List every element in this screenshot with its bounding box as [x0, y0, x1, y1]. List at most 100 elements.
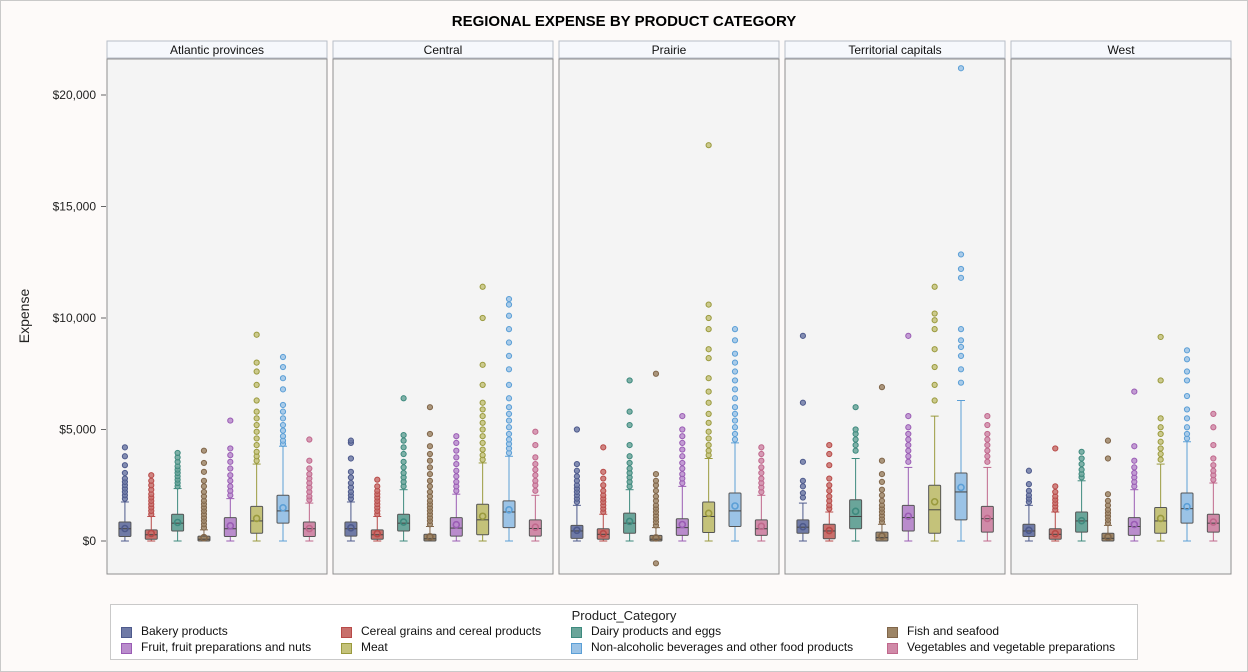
outlier-point [253, 359, 260, 366]
outlier-point [479, 314, 486, 322]
outlier-point [532, 442, 539, 449]
outlier-point [279, 408, 287, 415]
outlier-point [679, 413, 686, 420]
legend-swatch [887, 627, 898, 638]
outlier-point [705, 410, 712, 417]
outlier-point [453, 473, 460, 480]
outlier-point [799, 477, 807, 484]
mean-marker [704, 509, 713, 518]
legend-swatch [341, 643, 352, 654]
mean-marker [983, 514, 992, 523]
outlier-point [957, 326, 965, 333]
panel-header-label: West [1107, 43, 1135, 57]
box [250, 505, 264, 534]
outlier-point [1183, 415, 1191, 422]
outlier-point [148, 472, 155, 479]
outlier-point [652, 477, 660, 484]
outlier-point [279, 401, 287, 409]
outlier-point [400, 431, 407, 439]
outlier-point [121, 462, 129, 469]
outlier-point [453, 454, 460, 461]
outlier-point [626, 465, 633, 472]
mean-marker [147, 529, 156, 538]
chart-svg: Expense $0 $5,000 $10,000 $15,000 $20,000 Atla… [16, 40, 1232, 575]
mean-marker [599, 529, 608, 538]
outlier-point [1104, 455, 1112, 462]
mean-marker [121, 524, 129, 533]
outlier-point [852, 426, 859, 433]
mean-marker [426, 532, 434, 541]
outlier-point [957, 251, 965, 258]
box [276, 494, 290, 524]
outlier-point [253, 368, 260, 375]
panel-plot-area [558, 58, 780, 575]
outlier-point [731, 368, 739, 375]
mean-marker [757, 522, 766, 531]
outlier-point [984, 413, 991, 420]
y-tick-label: $15,000 [53, 200, 97, 214]
outlier-point [573, 460, 581, 468]
outlier-point [227, 458, 234, 465]
outlier-point [426, 483, 434, 490]
mean-marker [1104, 533, 1112, 541]
outlier-point [905, 453, 912, 460]
mean-marker [1025, 526, 1033, 535]
outlier-point [400, 437, 407, 444]
outlier-point [426, 457, 434, 464]
outlier-point [826, 442, 833, 449]
outlier-point [931, 310, 938, 317]
outlier-point [306, 457, 313, 464]
outlier-point [121, 475, 129, 482]
outlier-point [957, 379, 965, 386]
outlier-point [174, 449, 181, 457]
outlier-point [1183, 392, 1191, 400]
outlier-point [1025, 467, 1033, 474]
outlier-point [705, 346, 712, 353]
outlier-point [227, 452, 234, 459]
outlier-point [426, 471, 434, 478]
outlier-point [200, 468, 208, 475]
outlier-point [1078, 455, 1085, 462]
outlier-point [758, 464, 765, 471]
outlier-point [758, 475, 765, 482]
outlier-point [931, 283, 938, 290]
box [1022, 523, 1036, 538]
outlier-point [731, 410, 739, 417]
outlier-point [705, 435, 712, 442]
outlier-point [852, 436, 859, 443]
outlier-point [279, 433, 287, 440]
outlier-point [505, 301, 513, 308]
outlier-point [573, 467, 581, 474]
outlier-point [1157, 424, 1164, 431]
outlier-point [731, 430, 739, 438]
outlier-point [505, 417, 513, 424]
mean-marker [678, 520, 687, 529]
outlier-point [905, 458, 912, 465]
outlier-point [957, 274, 965, 281]
outlier-point [826, 462, 833, 469]
outlier-point [200, 459, 208, 467]
outlier-point [1104, 497, 1112, 504]
outlier-point [253, 397, 260, 404]
outlier-point [1104, 491, 1112, 498]
outlier-point [400, 450, 407, 458]
outlier-point [1131, 388, 1138, 395]
legend-label: Vegetables and vegetable preparations [907, 640, 1116, 654]
outlier-point [1157, 450, 1164, 458]
panel-header [558, 40, 780, 59]
outlier-point [479, 426, 486, 433]
outlier-point [905, 436, 912, 443]
outlier-point [505, 352, 513, 360]
outlier-point [957, 265, 965, 273]
y-tick-label: $20,000 [53, 88, 97, 102]
outlier-point [453, 447, 460, 454]
outlier-point [479, 446, 486, 453]
legend-label: Dairy products and eggs [591, 624, 722, 638]
outlier-point [505, 430, 513, 438]
outlier-point [1052, 445, 1059, 452]
legend: Product_Category Bakery products Cereal g… [110, 604, 1138, 660]
mean-marker [625, 517, 634, 526]
outlier-point [227, 483, 234, 490]
outlier-point [705, 314, 712, 322]
mean-marker [452, 520, 461, 529]
